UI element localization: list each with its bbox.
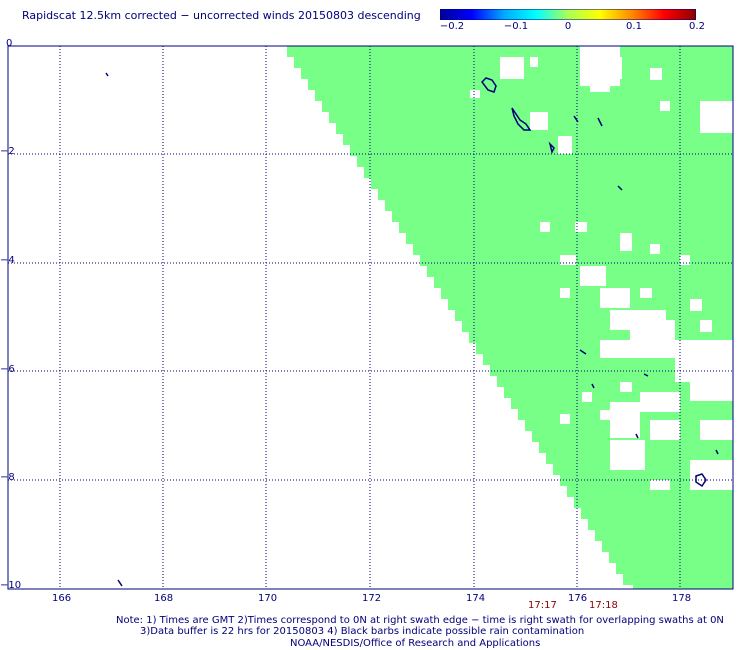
colorbar-tick: 0.2	[689, 21, 705, 32]
colorbar-tick: 0.1	[626, 21, 642, 32]
lon-label: 172	[362, 593, 382, 604]
note-line-2: 3)Data buffer is 22 hrs for 20150803 4) …	[140, 626, 585, 637]
colorbar	[440, 9, 696, 20]
lon-label: 168	[154, 593, 174, 604]
lat-label: −2	[0, 146, 15, 157]
lon-label: 176	[568, 593, 588, 604]
lat-label: −8	[0, 472, 15, 483]
lon-label: 174	[466, 593, 486, 604]
lat-label: −4	[0, 255, 15, 266]
lat-label: −6	[0, 364, 15, 375]
lat-label: 0	[6, 38, 13, 49]
lon-label: 170	[258, 593, 278, 604]
map-title: Rapidscat 12.5km corrected − uncorrected…	[22, 9, 421, 22]
note-line-1: Note: 1) Times are GMT 2)Times correspon…	[116, 615, 724, 626]
note-line-3: NOAA/NESDIS/Office of Research and Appli…	[290, 638, 541, 649]
island-outlines	[105, 72, 719, 587]
colorbar-tick: −0.2	[439, 21, 465, 32]
lon-label: 178	[672, 593, 692, 604]
lon-label: 166	[52, 593, 72, 604]
map-frame	[7, 45, 734, 590]
lat-label: −10	[0, 580, 22, 591]
swath-gaps	[470, 46, 733, 490]
swath-time: 17:17	[528, 600, 557, 611]
lat-lon-grid	[8, 46, 733, 589]
colorbar-tick: −0.1	[503, 21, 529, 32]
colorbar-tick: 0	[564, 21, 572, 32]
swath-time: 17:18	[589, 600, 618, 611]
